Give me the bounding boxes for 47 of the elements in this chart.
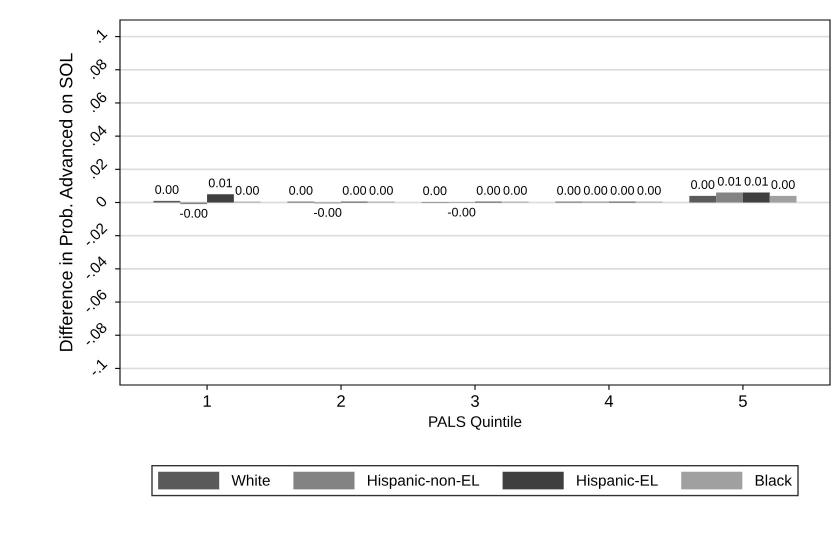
data-label: 0.01: [208, 178, 232, 188]
y-tick-label: -.02: [82, 222, 108, 248]
x-tick-label: 5: [738, 395, 747, 407]
legend-label: Hispanic-EL: [577, 474, 658, 489]
data-label: 0.00: [637, 186, 661, 195]
y-tick-label: -.04: [82, 255, 108, 281]
y-tick-label: -.1: [88, 358, 108, 378]
y-tick-label: -.08: [82, 322, 108, 347]
x-tick-label: 3: [471, 395, 479, 407]
y-tick-label: -.06: [82, 288, 108, 314]
data-label: 0.00: [236, 186, 259, 195]
data-label: 0.00: [423, 186, 446, 196]
y-tick-label: .04: [86, 124, 108, 146]
legend-label: White: [232, 474, 270, 486]
data-label: -0.00: [314, 208, 342, 217]
data-label: 0.00: [771, 180, 795, 190]
data-label: 0.00: [155, 185, 179, 194]
data-label: 0.01: [744, 176, 768, 186]
y-tick-label: .08: [86, 58, 108, 80]
y-tick-label: .06: [86, 91, 108, 112]
data-label: 0.00: [557, 186, 580, 195]
legend-label: Black: [756, 474, 792, 486]
bar: [716, 192, 743, 202]
data-label: -0.00: [180, 208, 208, 218]
y-tick-label: .02: [86, 158, 108, 179]
data-label: 0.00: [610, 186, 634, 195]
x-tick-label: 2: [337, 395, 345, 407]
legend-label: Hispanic-non-EL: [368, 474, 480, 489]
data-label: 0.00: [476, 186, 500, 195]
y-tick-label: .1: [92, 28, 108, 43]
y-axis-title: Difference in Prob. Advanced on SOL: [59, 53, 72, 351]
data-label: 0.00: [289, 186, 313, 195]
data-label: 0.00: [584, 186, 608, 195]
bar: [207, 194, 234, 202]
data-label: 0.00: [691, 180, 714, 190]
bar: [689, 196, 716, 202]
data-label: 0.00: [504, 186, 527, 195]
x-axis-title: PALS Quintile: [429, 416, 522, 430]
data-label: 0.00: [370, 186, 393, 195]
data-label: 0.00: [342, 186, 366, 195]
data-label: 0.01: [718, 176, 742, 186]
bar: [742, 192, 770, 202]
bar: [770, 196, 797, 202]
data-label: -0.00: [448, 208, 476, 217]
x-tick-label: 4: [604, 395, 614, 407]
y-tick-label: 0: [94, 195, 108, 208]
x-tick-label: 1: [204, 395, 211, 407]
